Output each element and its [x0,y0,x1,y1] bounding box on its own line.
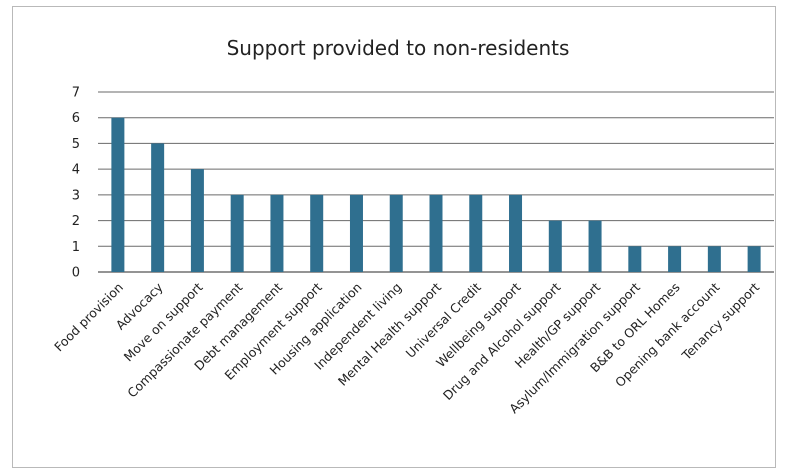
y-tick-label: 2 [72,214,80,229]
bar [628,246,642,272]
y-tick-label: 5 [72,137,80,152]
bar [230,194,244,272]
grid-lines [98,91,774,273]
bars [111,117,761,272]
category-label: Food provision [51,280,126,355]
bar [349,194,363,272]
bar [588,220,602,272]
chart-title: Support provided to non-residents [227,36,570,60]
bar [310,194,324,272]
bar [429,194,443,272]
y-tick-label: 7 [72,86,80,101]
bar [190,169,204,272]
bar [509,194,523,272]
y-tick-label: 3 [72,188,80,203]
y-tick-label: 4 [72,163,80,178]
y-tick-label: 1 [72,240,80,255]
y-tick-label: 0 [72,266,80,281]
bar [270,194,284,272]
bar [151,143,165,272]
bar [111,117,125,272]
bar [747,246,761,272]
bar [389,194,403,272]
bar [548,220,562,272]
bar [469,194,483,272]
y-axis-ticks: 0 1 2 3 4 5 6 7 [72,86,80,281]
bar [668,246,682,272]
bar [707,246,721,272]
y-tick-label: 6 [72,111,80,126]
